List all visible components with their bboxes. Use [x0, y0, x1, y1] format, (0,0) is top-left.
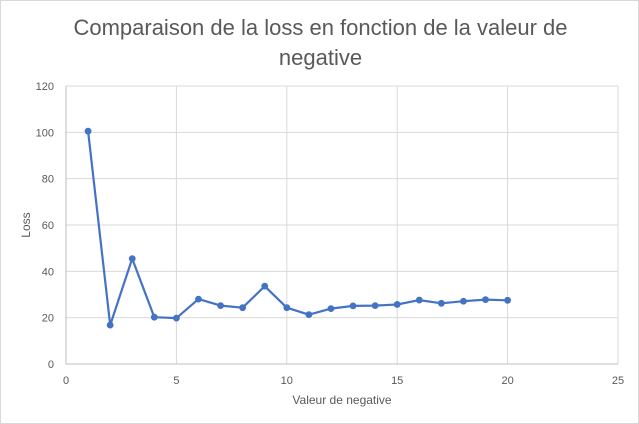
data-point: [150, 313, 158, 321]
y-tick-label: 20: [42, 313, 54, 325]
tick-labels: 0 20 40 60 80 100 120 0 5 10 15 20 25: [36, 81, 624, 387]
data-point: [460, 297, 467, 305]
series: [84, 127, 511, 329]
y-tick-label: 40: [42, 266, 54, 278]
data-point: [239, 304, 247, 312]
grid: [66, 85, 619, 364]
data-point: [195, 295, 202, 303]
data-point: [482, 296, 489, 303]
data-point: [393, 301, 401, 308]
data-point: [437, 299, 445, 307]
data-point: [415, 296, 423, 304]
y-axis-title: Loss: [19, 212, 33, 237]
series-line: [87, 131, 508, 327]
data-point: [106, 321, 114, 329]
x-axis-title: Valeur de negative: [292, 393, 392, 407]
data-point: [128, 255, 136, 262]
data-point: [173, 314, 180, 322]
x-tick-label: 15: [391, 375, 403, 387]
y-tick-label: 0: [48, 359, 54, 371]
data-point: [349, 302, 357, 310]
chart-title-line-1: Comparaison de la loss en fonction de la…: [73, 15, 568, 40]
data-point: [504, 296, 511, 304]
y-tick-label: 80: [42, 174, 54, 186]
data-point: [305, 311, 313, 319]
y-tick-label: 100: [36, 127, 54, 139]
y-tick-label: 60: [42, 220, 54, 232]
chart-title: Comparaison de la loss en fonction de la…: [41, 13, 600, 73]
x-tick-label: 20: [501, 375, 513, 387]
data-point: [371, 302, 379, 310]
axes: [65, 86, 618, 365]
y-tick-label: 120: [36, 81, 54, 93]
data-point: [217, 302, 224, 310]
x-tick-label: 10: [281, 375, 293, 387]
x-tick-label: 0: [63, 375, 69, 387]
chart-title-line-2: negative: [278, 45, 363, 70]
data-point: [283, 304, 291, 312]
x-tick-label: 5: [173, 375, 179, 387]
x-tick-label: 25: [612, 375, 624, 387]
data-point: [327, 305, 335, 313]
data-point: [261, 282, 269, 290]
data-point: [84, 127, 92, 135]
